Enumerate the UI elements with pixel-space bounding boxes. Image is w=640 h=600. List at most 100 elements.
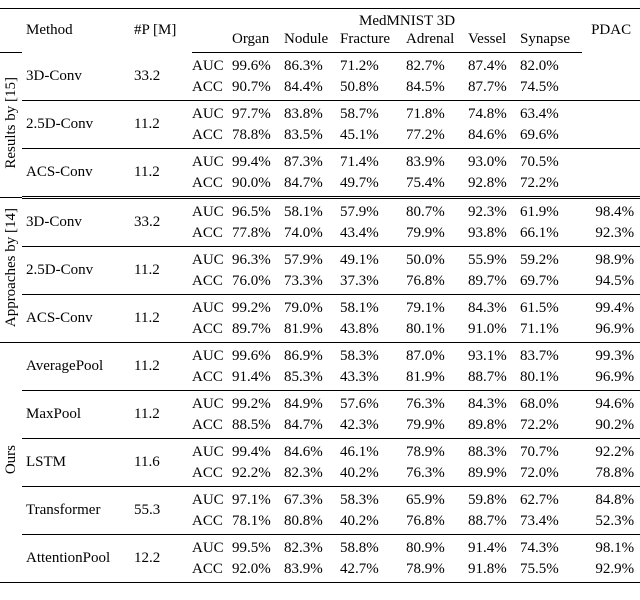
value: 83.7% [520, 347, 559, 364]
method-cell: ACS-Conv [22, 148, 130, 199]
value: 84.7% [284, 174, 323, 191]
column-header: Vessel [468, 30, 520, 53]
table-header: Method #P [M] MedMNIST 3D PDAC Organ Nodu… [0, 8, 640, 53]
group-cell: Ours [0, 342, 22, 583]
value: 84.4% [284, 78, 323, 95]
value: 45.1% [340, 126, 379, 143]
method-cell: Transformer [22, 486, 130, 535]
value: 58.7% [340, 105, 379, 122]
value: 71.1% [520, 320, 559, 337]
metric-name-cell: AUC ACC [192, 100, 232, 149]
metric-name: AUC [192, 539, 224, 556]
value-cell: 99.5% 92.0% [232, 534, 284, 583]
value: 59.2% [520, 251, 559, 268]
value-cell: 62.7% 73.4% [520, 486, 583, 535]
table-row: MaxPool 11.2 AUC ACC 99.2% 88.5% 84.9% 84.7% 57.… [0, 390, 640, 439]
group-cell: Results by [15] [0, 52, 22, 198]
table-row: Transformer 55.3 AUC ACC 97.1% 78.1% 67.3% 80.8… [0, 486, 640, 535]
metric-name: AUC [192, 105, 224, 122]
value-cell: 74.3% 75.5% [520, 534, 583, 583]
value: 80.7% [406, 203, 445, 220]
header-spacer [192, 8, 232, 30]
group-label: Results by [15] [2, 76, 19, 169]
value-cell: 49.1% 37.3% [340, 246, 406, 295]
value: 75.5% [520, 560, 559, 577]
value-cell: 97.1% 78.1% [232, 486, 284, 535]
value-cell: 80.9% 78.9% [406, 534, 468, 583]
value: 79.1% [406, 299, 445, 316]
pdac-cell [582, 148, 640, 199]
value: 78.9% [406, 443, 445, 460]
value: 57.9% [284, 251, 323, 268]
value: 88.5% [232, 416, 271, 433]
value-cell: 84.9% 84.7% [284, 390, 340, 439]
params-cell: 11.2 [130, 390, 192, 439]
value-cell: 59.2% 69.7% [520, 246, 583, 295]
value: 91.8% [468, 560, 507, 577]
value-cell: 82.0% 74.5% [520, 52, 583, 101]
value: 49.7% [340, 174, 379, 191]
method-cell: 3D-Conv [22, 52, 130, 101]
pdac-cell: 98.1% 92.9% [582, 534, 640, 583]
value: 89.8% [468, 416, 507, 433]
header-params: #P [M] [130, 8, 192, 53]
value: 97.1% [232, 491, 271, 508]
header-spacer [192, 30, 232, 53]
group-label: Ours [2, 445, 19, 475]
value: 82.0% [520, 57, 559, 74]
value: 99.5% [232, 539, 271, 556]
value: 42.7% [340, 560, 379, 577]
metric-name-cell: AUC ACC [192, 486, 232, 535]
value: 79.0% [284, 299, 323, 316]
params-cell: 12.2 [130, 534, 192, 583]
value: 90.7% [232, 78, 271, 95]
value-cell: 83.9% 75.4% [406, 148, 468, 199]
method-cell: AveragePool [22, 342, 130, 391]
value: 92.3% [468, 203, 507, 220]
value-cell: 58.3% 40.2% [340, 486, 406, 535]
metric-name: AUC [192, 57, 224, 74]
value: 84.5% [406, 78, 445, 95]
table-row: 2.5D-Conv 11.2 AUC ACC 97.7% 78.8% 83.8% 83.5% 5… [0, 100, 640, 149]
pdac-cell: 99.3% 96.9% [582, 342, 640, 391]
pdac-value: 92.2% [595, 443, 635, 460]
pdac-cell [582, 52, 640, 101]
value-cell: 63.4% 69.6% [520, 100, 583, 149]
value: 76.8% [406, 272, 445, 289]
value: 76.3% [406, 395, 445, 412]
value: 99.2% [232, 395, 271, 412]
pdac-value: 92.9% [595, 560, 635, 577]
metric-name: AUC [192, 251, 224, 268]
value: 50.0% [406, 251, 445, 268]
value: 57.9% [340, 203, 379, 220]
pdac-value: 99.3% [595, 347, 635, 364]
header-pdac: PDAC [582, 8, 640, 53]
value-cell: 55.9% 89.7% [468, 246, 520, 295]
value-cell: 99.4% 90.0% [232, 148, 284, 199]
metric-name-cell: AUC ACC [192, 342, 232, 391]
params-cell: 11.2 [130, 148, 192, 199]
group-cell: Approaches by [14] [0, 197, 22, 343]
value: 84.3% [468, 395, 507, 412]
value: 75.4% [406, 174, 445, 191]
pdac-value: 96.9% [595, 320, 635, 337]
value: 37.3% [340, 272, 379, 289]
value-cell: 70.5% 72.2% [520, 148, 583, 199]
value: 79.9% [406, 416, 445, 433]
value: 63.4% [520, 105, 559, 122]
value: 78.1% [232, 512, 271, 529]
value: 42.3% [340, 416, 379, 433]
column-header: Synapse [520, 30, 583, 53]
value: 77.2% [406, 126, 445, 143]
value: 73.4% [520, 512, 559, 529]
value-cell: 59.8% 88.7% [468, 486, 520, 535]
metric-name: ACC [192, 174, 223, 191]
value: 50.8% [340, 78, 379, 95]
header-subrow: Organ Nodule Fracture Adrenal Vessel Synapse [0, 30, 640, 53]
value-cell: 79.0% 81.9% [284, 294, 340, 343]
value: 71.2% [340, 57, 379, 74]
value: 43.3% [340, 368, 379, 385]
value: 70.5% [520, 153, 559, 170]
value: 76.3% [406, 464, 445, 481]
value: 89.7% [468, 272, 507, 289]
